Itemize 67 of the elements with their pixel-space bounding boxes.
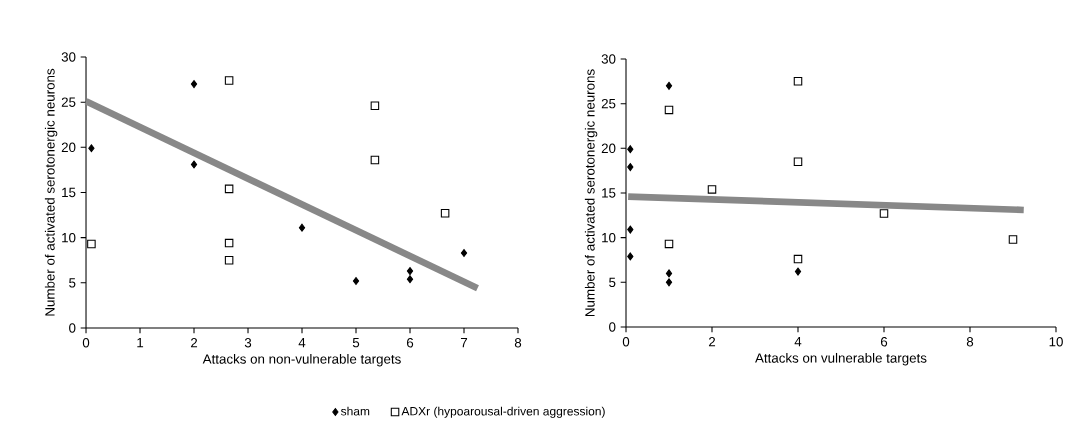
- x-tick-label: 8: [966, 337, 974, 347]
- legend-label: sham: [340, 406, 370, 416]
- point: [665, 278, 673, 287]
- point: [224, 238, 234, 248]
- y-tick-label: 25: [601, 98, 616, 109]
- x-tick-label: 6: [880, 337, 888, 347]
- point: [370, 155, 380, 165]
- point: [406, 267, 414, 276]
- point: [879, 209, 889, 218]
- point: [794, 267, 802, 276]
- y-axis-title: Number of activated serotonergic neurons: [584, 69, 598, 317]
- point: [406, 275, 414, 284]
- x-axis-title: Attacks on non-vulnerable targets: [202, 353, 401, 367]
- point: [664, 239, 674, 249]
- y-tick-label: 25: [61, 97, 76, 107]
- point: [190, 80, 198, 89]
- point: [627, 225, 634, 234]
- point: [88, 144, 95, 153]
- point: [352, 277, 360, 286]
- x-axis-title: Attacks on vulnerable targets: [755, 352, 927, 366]
- point: [224, 255, 234, 265]
- x-tick-label: 7: [460, 338, 468, 348]
- y-tick-label: 20: [601, 143, 616, 154]
- point: [793, 254, 803, 264]
- point: [224, 184, 234, 194]
- x-tick-label: 0: [82, 338, 90, 348]
- point: [87, 239, 96, 249]
- x-tick-label: 2: [190, 338, 198, 348]
- y-tick-label: 5: [609, 277, 616, 287]
- point: [707, 185, 717, 194]
- y-tick-label: 15: [602, 188, 616, 198]
- point: [793, 77, 803, 86]
- point: [627, 163, 634, 172]
- x-tick-label: 6: [406, 338, 414, 348]
- x-tick-label: 10: [1049, 337, 1063, 347]
- point: [793, 157, 803, 166]
- point: [440, 209, 450, 218]
- y-tick-label: 5: [69, 278, 76, 288]
- x-tick-label: 2: [708, 337, 716, 347]
- y-tick-label: 20: [61, 142, 76, 153]
- point: [298, 223, 306, 232]
- point: [370, 101, 380, 111]
- point: [627, 252, 634, 261]
- x-tick-label: 4: [794, 337, 802, 347]
- x-tick-label: 5: [352, 338, 360, 348]
- point: [664, 105, 674, 115]
- y-tick-label: 30: [601, 54, 616, 64]
- point: [190, 160, 198, 169]
- x-tick-label: 8: [514, 338, 522, 348]
- point: [224, 76, 234, 85]
- y-tick-label: 0: [609, 322, 616, 332]
- legend-label: ADXr (hypoarousal-driven aggression): [401, 406, 605, 418]
- y-tick-label: 10: [62, 232, 76, 243]
- y-tick-label: 15: [62, 187, 76, 198]
- x-tick-label: 4: [298, 338, 306, 348]
- point: [460, 249, 468, 258]
- y-tick-label: 30: [61, 52, 76, 62]
- x-tick-label: 1: [137, 338, 144, 348]
- point: [1008, 235, 1018, 244]
- point: [665, 269, 673, 278]
- y-tick-label: 10: [602, 232, 616, 243]
- point: [665, 81, 673, 90]
- x-tick-label: 3: [244, 338, 252, 348]
- y-tick-label: 0: [69, 323, 76, 333]
- y-axis-title: Number of activated serotonergic neurons: [44, 68, 58, 316]
- point: [627, 145, 634, 154]
- x-tick-label: 0: [622, 337, 630, 347]
